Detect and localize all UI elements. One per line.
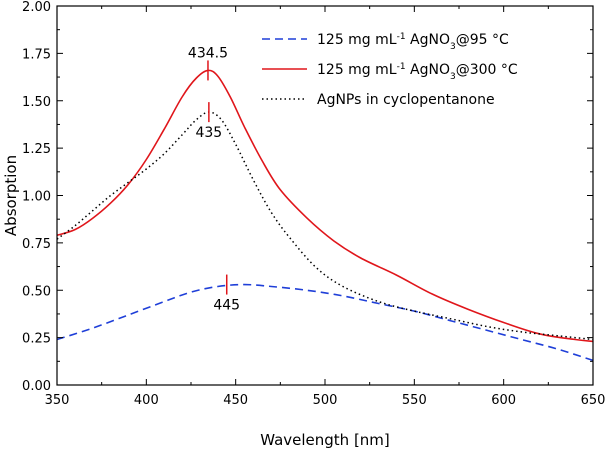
peak-label: 434.5 [188,45,228,61]
x-tick-label: 450 [223,393,248,408]
series-line-1 [56,283,594,362]
x-tick-label: 500 [313,393,338,408]
plot-lines [56,69,594,362]
y-tick-label: 1.50 [22,95,51,110]
y-axis-title: Absorption [2,155,20,236]
x-tick-label: 600 [491,393,516,408]
legend-label: 125 mg mL-1 AgNO3@95 °C [317,32,509,52]
legend-label: 125 mg mL-1 AgNO3@300 °C [317,62,518,82]
x-tick-label: 400 [134,393,159,408]
y-tick-label: 1.75 [22,47,51,62]
y-axis-ticks: 0.00 0.25 0.50 0.75 1.00 1.25 1.50 1.75 2.00 [22,0,593,394]
x-axis-ticks: 350 400 450 500 550 600 650 [45,6,605,408]
y-tick-label: 2.00 [22,0,51,15]
series-line-3 [56,111,594,341]
y-tick-label: 1.25 [22,142,51,157]
annotations: 434.5 435 445 [188,45,240,313]
x-tick-label: 550 [402,393,427,408]
series-line-2 [56,69,594,343]
x-axis-title: Wavelength [nm] [260,431,390,449]
y-tick-label: 1.00 [22,190,51,205]
x-tick-label: 650 [581,393,605,408]
y-tick-label: 0.00 [22,379,51,394]
legend: 125 mg mL-1 AgNO3@95 °C 125 mg mL-1 AgNO3… [262,32,518,108]
y-tick-label: 0.75 [22,237,51,252]
y-tick-label: 0.25 [22,332,51,347]
x-tick-label: 350 [45,393,70,408]
peak-label: 445 [213,298,240,314]
y-tick-label: 0.50 [22,284,51,299]
peak-label: 435 [195,125,222,141]
legend-label: AgNPs in cyclopentanone [317,92,495,108]
